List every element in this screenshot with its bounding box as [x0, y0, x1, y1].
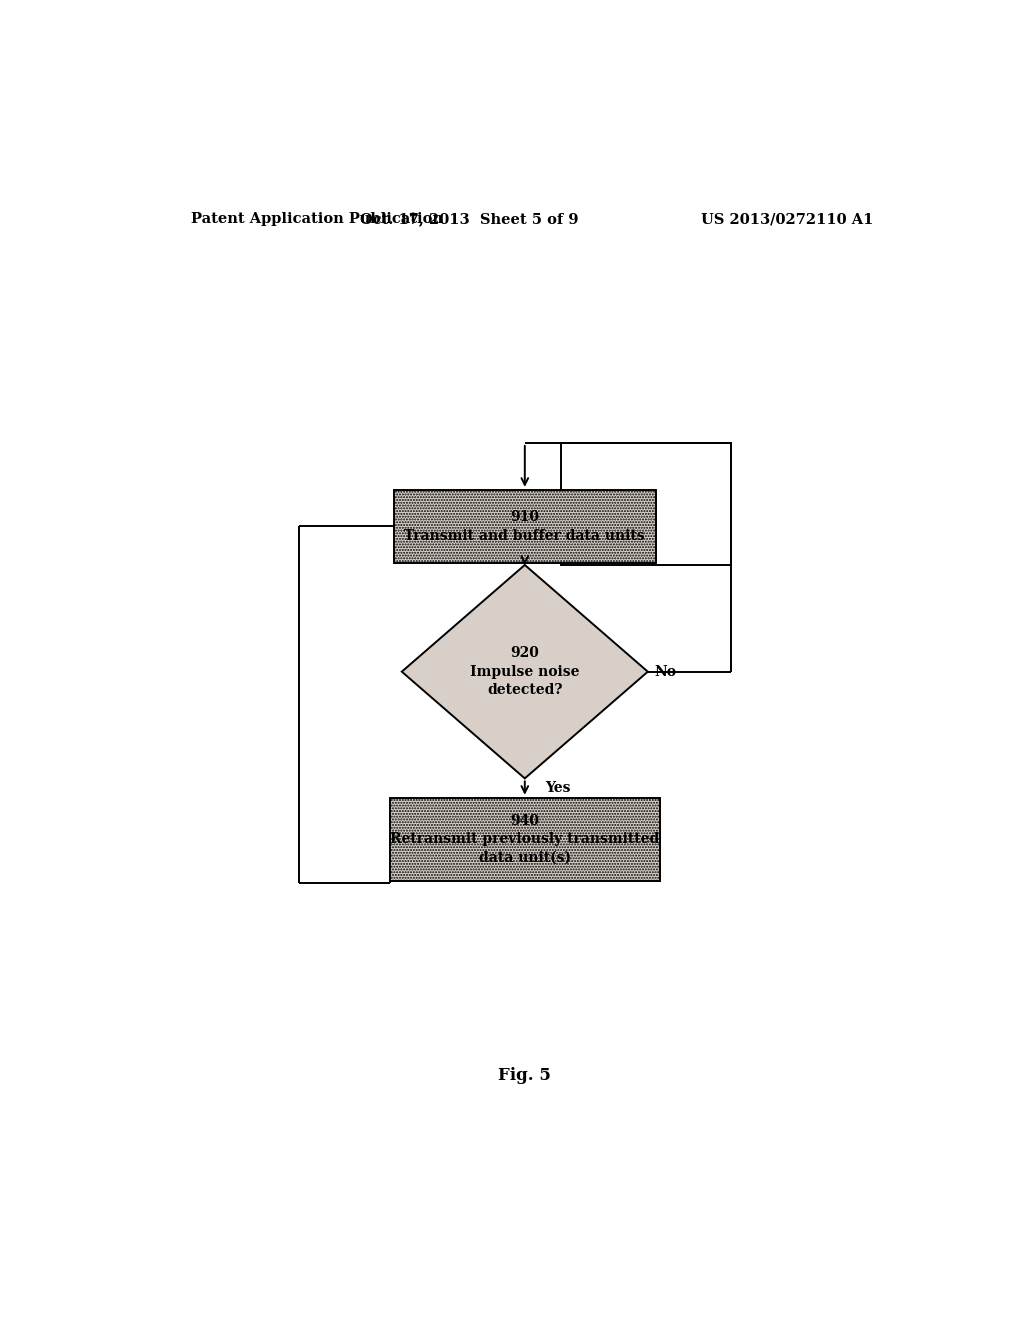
Text: 910
Transmit and buffer data units: 910 Transmit and buffer data units	[404, 510, 645, 543]
Text: 940
Retransmit previously transmitted
data unit(s): 940 Retransmit previously transmitted da…	[390, 814, 659, 865]
Polygon shape	[401, 565, 648, 779]
Text: Yes: Yes	[545, 781, 570, 795]
Text: 920
Impulse noise
detected?: 920 Impulse noise detected?	[470, 647, 580, 697]
Bar	[390, 797, 659, 880]
Text: No: No	[654, 665, 677, 678]
Text: Fig. 5: Fig. 5	[499, 1067, 551, 1084]
Text: Oct. 17, 2013  Sheet 5 of 9: Oct. 17, 2013 Sheet 5 of 9	[360, 213, 579, 227]
Bar	[394, 490, 655, 562]
Text: Patent Application Publication: Patent Application Publication	[191, 213, 443, 227]
Bar	[560, 444, 731, 565]
Text: US 2013/0272110 A1: US 2013/0272110 A1	[700, 213, 872, 227]
